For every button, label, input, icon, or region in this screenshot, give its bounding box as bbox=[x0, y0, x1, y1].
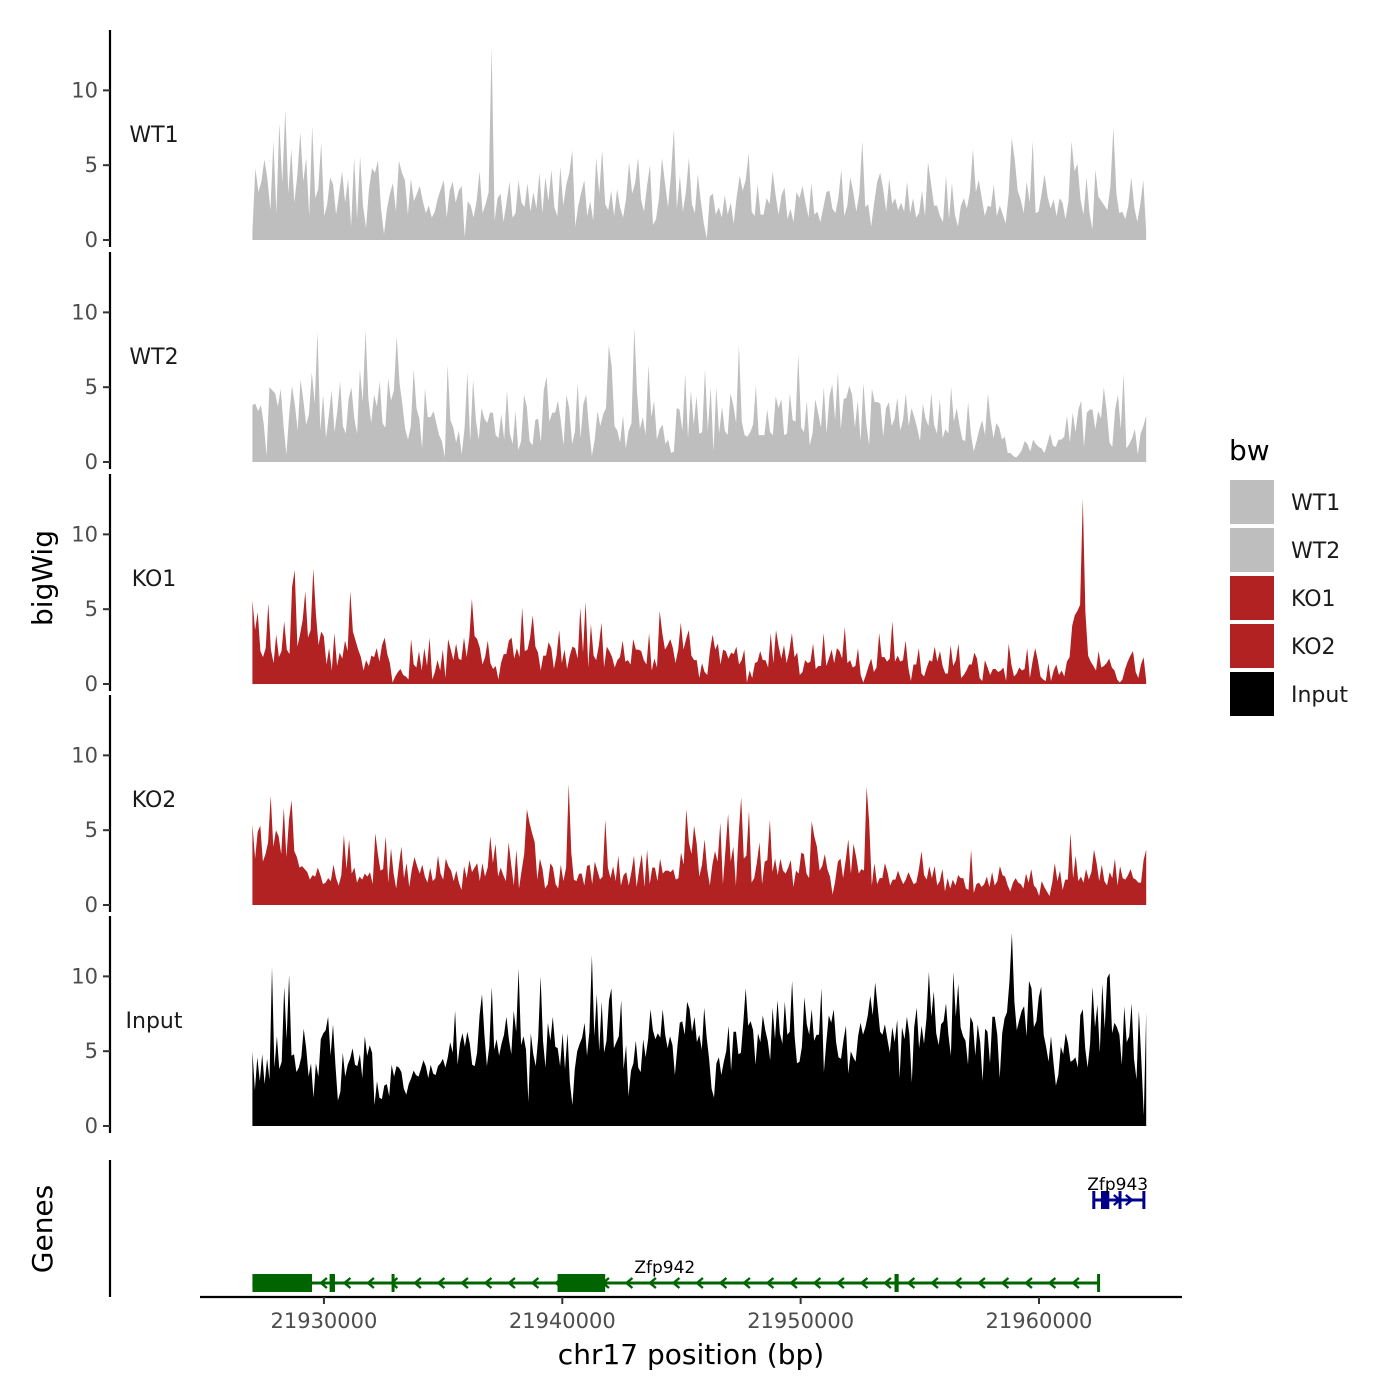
x-tick-label: 21960000 bbox=[986, 1309, 1093, 1333]
strand-arrow bbox=[530, 1277, 540, 1289]
strand-arrow bbox=[883, 1277, 892, 1289]
legend-swatch-ko2 bbox=[1230, 624, 1274, 668]
facet-label-ko1: KO1 bbox=[132, 567, 177, 592]
strand-arrow bbox=[624, 1277, 634, 1289]
legend-label-wt2: WT2 bbox=[1291, 539, 1340, 564]
facet-label-wt2: WT2 bbox=[129, 345, 178, 370]
y-tick-label: 0 bbox=[85, 672, 98, 696]
y-tick-label: 0 bbox=[85, 893, 98, 917]
y-tick-label: 5 bbox=[85, 1039, 98, 1063]
gene-cds-block bbox=[252, 1274, 313, 1292]
area-input bbox=[252, 933, 1147, 1126]
legend-swatch-input bbox=[1230, 672, 1274, 716]
genes-axis-title: Genes bbox=[26, 1185, 59, 1273]
strand-arrow bbox=[836, 1277, 845, 1289]
strand-arrow bbox=[1000, 1277, 1010, 1289]
legend-swatch-ko1 bbox=[1230, 576, 1274, 620]
strand-arrow bbox=[319, 1277, 328, 1289]
strand-arrow bbox=[648, 1277, 657, 1289]
panel-wt1: 0 5 10 WT1 bbox=[71, 30, 1147, 252]
y-tick-label: 5 bbox=[85, 375, 98, 399]
strand-arrow bbox=[695, 1277, 704, 1289]
strand-arrow bbox=[389, 1277, 399, 1289]
legend-title: bw bbox=[1229, 434, 1270, 467]
legend-label-ko2: KO2 bbox=[1291, 635, 1336, 660]
y-tick-label: 0 bbox=[85, 450, 98, 474]
gene-zfp943: Zfp943 bbox=[1087, 1175, 1148, 1209]
y-tick-label: 10 bbox=[71, 78, 98, 102]
y-tick-label: 10 bbox=[71, 743, 98, 767]
legend-swatch-wt2 bbox=[1230, 528, 1274, 572]
strand-arrow bbox=[342, 1277, 352, 1289]
strand-arrow bbox=[953, 1277, 963, 1289]
gene-zfp942: Zfp942 bbox=[252, 1258, 1101, 1292]
area-ko1 bbox=[252, 498, 1147, 684]
y-tick-label: 10 bbox=[71, 522, 98, 546]
area-wt1 bbox=[252, 47, 1147, 240]
panel-ko1: 0 5 10 KO1 bbox=[71, 474, 1147, 696]
panel-wt2: 0 5 10 WT2 bbox=[71, 252, 1147, 474]
gene-track: 21930000 21940000 21950000 21960000 Zfp942 Zf… bbox=[108, 1160, 1182, 1333]
strand-arrow bbox=[718, 1277, 728, 1289]
y-tick-label: 10 bbox=[71, 964, 98, 988]
facet-label-input: Input bbox=[126, 1009, 183, 1034]
strand-arrow bbox=[1047, 1277, 1057, 1289]
legend-label-ko1: KO1 bbox=[1291, 587, 1336, 612]
y-tick-label: 0 bbox=[85, 1114, 98, 1138]
strand-arrow bbox=[765, 1277, 775, 1289]
strand-arrow bbox=[1024, 1277, 1033, 1289]
strand-arrow bbox=[483, 1277, 493, 1289]
gene-cds-block bbox=[557, 1274, 606, 1292]
panel-input: 0 5 10 Input bbox=[71, 916, 1147, 1138]
gene-label: Zfp943 bbox=[1087, 1175, 1148, 1195]
legend-label-wt1: WT1 bbox=[1291, 491, 1340, 516]
area-ko2 bbox=[252, 783, 1147, 905]
strand-arrow bbox=[742, 1277, 751, 1289]
facet-label-wt1: WT1 bbox=[129, 123, 178, 148]
legend: WT1 WT2 KO1 KO2 Input bbox=[1230, 480, 1348, 716]
strand-arrow bbox=[1125, 1194, 1134, 1206]
gene-cds-block bbox=[1100, 1191, 1110, 1209]
x-tick-label: 21940000 bbox=[509, 1309, 616, 1333]
strand-arrow bbox=[1071, 1277, 1080, 1289]
y-axis-title: bigWig bbox=[26, 530, 59, 626]
y-tick-label: 5 bbox=[85, 153, 98, 177]
legend-swatch-wt1 bbox=[1230, 480, 1274, 524]
strand-arrow bbox=[413, 1277, 422, 1289]
x-axis-title: chr17 position (bp) bbox=[558, 1338, 824, 1371]
strand-arrow bbox=[366, 1277, 375, 1289]
bigwig-panels: 0 5 10 WT1 0 5 10 WT2 0 5 10 KO1 0 5 10 KO2 0 5 10 Input bbox=[71, 30, 1147, 1138]
area-wt2 bbox=[252, 327, 1147, 462]
y-tick-label: 5 bbox=[85, 818, 98, 842]
strand-arrow bbox=[930, 1277, 939, 1289]
y-tick-label: 5 bbox=[85, 597, 98, 621]
strand-arrow bbox=[977, 1277, 986, 1289]
legend-label-input: Input bbox=[1291, 683, 1348, 708]
strand-arrow bbox=[671, 1277, 681, 1289]
facet-label-ko2: KO2 bbox=[132, 788, 177, 813]
strand-arrow bbox=[507, 1277, 516, 1289]
strand-arrow bbox=[906, 1277, 916, 1289]
strand-arrow bbox=[859, 1277, 869, 1289]
x-tick-label: 21950000 bbox=[747, 1309, 854, 1333]
strand-arrow bbox=[436, 1277, 446, 1289]
gene-label: Zfp942 bbox=[634, 1258, 695, 1278]
x-tick-label: 21930000 bbox=[270, 1309, 377, 1333]
y-tick-label: 10 bbox=[71, 300, 98, 324]
strand-arrow bbox=[460, 1277, 469, 1289]
strand-arrow bbox=[812, 1277, 822, 1289]
y-tick-label: 0 bbox=[85, 228, 98, 252]
panel-ko2: 0 5 10 KO2 bbox=[71, 695, 1147, 917]
strand-arrow bbox=[789, 1277, 798, 1289]
